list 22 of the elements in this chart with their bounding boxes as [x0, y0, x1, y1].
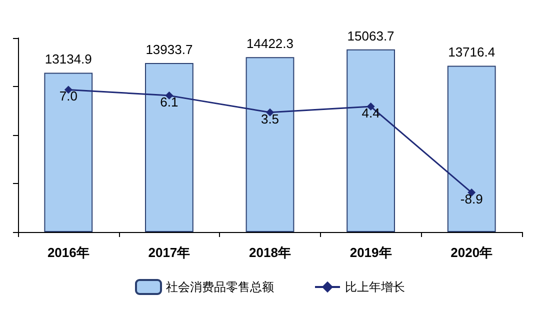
x-tick-label: 2018年	[249, 245, 291, 260]
x-tick-label: 2019年	[350, 245, 392, 260]
bar	[145, 63, 194, 232]
data-label: 13933.7	[146, 42, 193, 58]
data-label: 15063.7	[347, 28, 394, 44]
bar	[447, 66, 496, 232]
data-label: 13716.4	[448, 44, 496, 60]
bar	[44, 72, 93, 232]
x-tick-label: 2020年	[450, 245, 493, 260]
data-label: 4.4	[362, 106, 380, 121]
data-label: 7.0	[59, 88, 78, 104]
legend-label: 比上年增长	[345, 280, 405, 294]
data-label: 14422.3	[246, 36, 294, 52]
data-label: 3.5	[260, 111, 280, 126]
data-label: 6.1	[160, 94, 178, 110]
data-label: 13134.9	[44, 52, 92, 67]
bar	[246, 57, 294, 232]
x-tick-label: 2016年	[47, 245, 90, 260]
x-tick-label: 2017年	[148, 245, 190, 260]
bar	[346, 49, 395, 232]
legend-label: 社会消费品零售总额	[166, 280, 274, 294]
data-label: -8.9	[460, 192, 483, 207]
